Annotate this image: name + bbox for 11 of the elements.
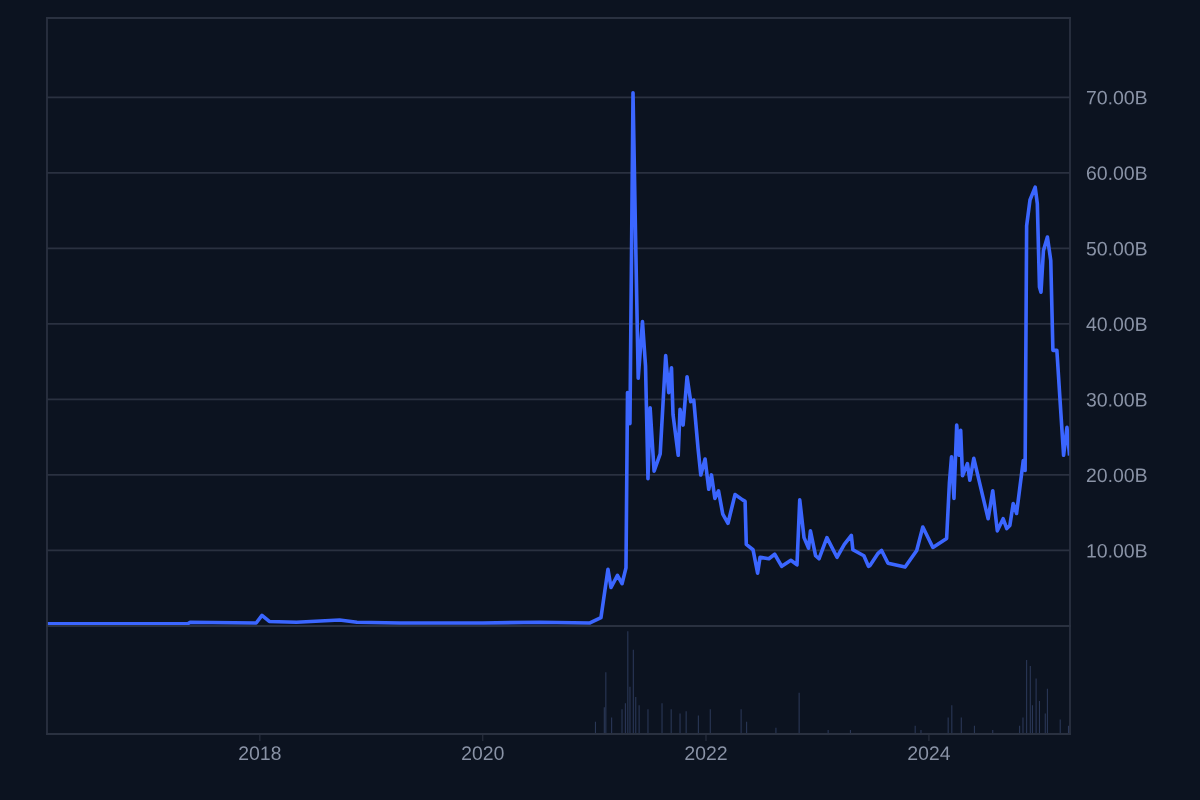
y-tick-label: 60.00B — [1086, 166, 1147, 181]
y-tick-label: 40.00B — [1086, 317, 1147, 332]
x-tick-label: 2020 — [462, 746, 504, 761]
y-tick-label: 50.00B — [1086, 241, 1147, 256]
y-tick-label: 70.00B — [1086, 90, 1147, 105]
y-tick-label: 20.00B — [1086, 468, 1147, 483]
x-tick-label: 2022 — [685, 746, 727, 761]
x-tick-label: 2018 — [239, 746, 281, 761]
x-tick-label: 2024 — [908, 746, 950, 761]
y-tick-label: 30.00B — [1086, 392, 1147, 407]
y-tick-label: 10.00B — [1087, 543, 1147, 558]
